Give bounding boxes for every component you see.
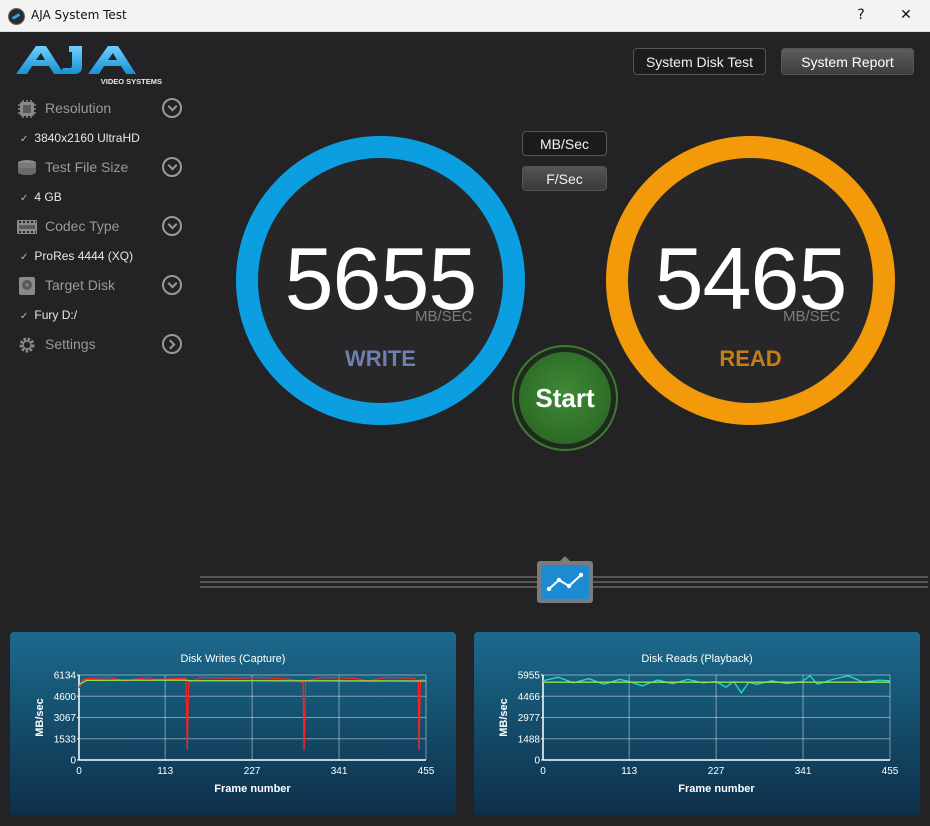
chart-title: Disk Reads (Playback) [641, 653, 753, 665]
system-report-button[interactable]: System Report [781, 48, 914, 75]
x-tick-label: 341 [331, 766, 348, 777]
write-label: WRITE [345, 346, 416, 371]
check-icon: ✓ [20, 311, 29, 322]
aja-logo: VIDEO SYSTEMS [16, 46, 162, 86]
film-strip-icon [17, 220, 37, 234]
y-axis-label: MB/sec [34, 698, 46, 737]
y-tick-label: 1488 [518, 734, 541, 745]
y-axis-label: MB/sec [498, 698, 510, 737]
write-gauge: 5655 MB/SEC WRITE [236, 136, 525, 425]
help-button[interactable]: ? [857, 7, 865, 23]
gear-icon [19, 337, 35, 353]
x-tick-label: 227 [244, 766, 261, 777]
system-disk-test-button[interactable]: System Disk Test [633, 48, 766, 75]
sidebar-item-label: Settings [45, 336, 96, 352]
resolution-value-text: 3840x2160 UltraHD [34, 131, 140, 145]
line-graph-icon [546, 572, 584, 592]
app-body: VIDEO SYSTEMS Resolution ✓ 3840x2160 Ultr… [0, 32, 930, 826]
x-tick-label: 227 [708, 766, 725, 777]
series-line-1 [78, 679, 427, 686]
resolution-value: ✓ 3840x2160 UltraHD [20, 131, 140, 145]
disk-reads-chart: Disk Reads (Playback) 0 1488 2977 4466 5955 0… [474, 632, 920, 815]
y-tick-label: 4600 [54, 692, 77, 703]
test-file-size-value-text: 4 GB [34, 190, 62, 204]
close-button[interactable]: ✕ [900, 7, 912, 23]
x-tick-label: 341 [795, 766, 812, 777]
graph-toggle-button[interactable] [537, 561, 593, 603]
y-tick-label: 0 [70, 756, 76, 767]
check-icon: ✓ [20, 193, 29, 204]
hard-disk-icon [19, 277, 35, 295]
read-value: 5465 [654, 229, 848, 328]
x-tick-label: 0 [76, 766, 82, 777]
sidebar-item-label: Test File Size [45, 159, 129, 175]
test-file-size-value: ✓ 4 GB [20, 190, 62, 204]
chevron-down-icon[interactable] [162, 98, 182, 118]
x-tick-label: 455 [882, 766, 899, 777]
y-tick-label: 4466 [518, 692, 541, 703]
sidebar-item-label: Codec Type [45, 218, 120, 234]
disk-writes-chart: Disk Writes (Capture) 0 1533 3067 4600 6134 0… [10, 632, 456, 815]
f-sec-toggle[interactable]: F/Sec [522, 166, 607, 191]
chip-icon [18, 100, 36, 118]
logo-tagline: VIDEO SYSTEMS [101, 77, 162, 86]
window-title: AJA System Test [31, 8, 127, 22]
read-gauge: 5465 MB/SEC READ [606, 136, 895, 425]
start-label: Start [519, 352, 611, 444]
app-icon [8, 8, 25, 25]
target-disk-value: ✓ Fury D:/ [20, 308, 77, 322]
chart-title: Disk Writes (Capture) [180, 653, 286, 665]
y-tick-label: 3067 [54, 713, 77, 724]
write-value: 5655 [284, 229, 478, 328]
y-tick-label: 5955 [518, 671, 541, 682]
sidebar-item-label: Resolution [45, 100, 112, 116]
y-tick-label: 2977 [518, 713, 541, 724]
chevron-down-icon[interactable] [162, 275, 182, 295]
disk-writes-plot: 0 1533 3067 4600 6134 0 113 227 341 455 Frame numb… [34, 671, 435, 796]
x-tick-label: 113 [621, 766, 637, 777]
x-axis-label: Frame number [214, 783, 291, 795]
x-tick-label: 0 [540, 766, 546, 777]
chevron-down-icon[interactable] [162, 216, 182, 236]
stack-icon [18, 160, 36, 175]
chevron-down-icon[interactable] [162, 157, 182, 177]
series-line-0 [78, 676, 426, 751]
codec-type-value: ✓ ProRes 4444 (XQ) [20, 249, 133, 263]
y-tick-label: 0 [534, 756, 540, 767]
write-unit: MB/SEC [415, 308, 473, 325]
read-label: READ [719, 346, 782, 371]
sidebar-item-label: Target Disk [45, 277, 116, 293]
target-disk-value-text: Fury D:/ [34, 308, 78, 322]
chevron-right-icon[interactable] [162, 334, 182, 354]
mb-sec-toggle[interactable]: MB/Sec [522, 131, 607, 156]
disk-reads-plot: 0 1488 2977 4466 5955 0 113 227 341 455 Frame numb… [498, 671, 899, 796]
title-bar: AJA System Test ? ✕ [0, 0, 930, 32]
y-tick-label: 1533 [54, 734, 77, 745]
y-tick-label: 6134 [54, 671, 77, 682]
check-icon: ✓ [20, 134, 29, 145]
codec-type-value-text: ProRes 4444 (XQ) [34, 249, 134, 263]
read-unit: MB/SEC [783, 308, 841, 325]
x-axis-label: Frame number [678, 783, 755, 795]
check-icon: ✓ [20, 252, 29, 263]
x-tick-label: 113 [157, 766, 173, 777]
start-button[interactable]: Start [512, 345, 618, 451]
x-tick-label: 455 [418, 766, 435, 777]
